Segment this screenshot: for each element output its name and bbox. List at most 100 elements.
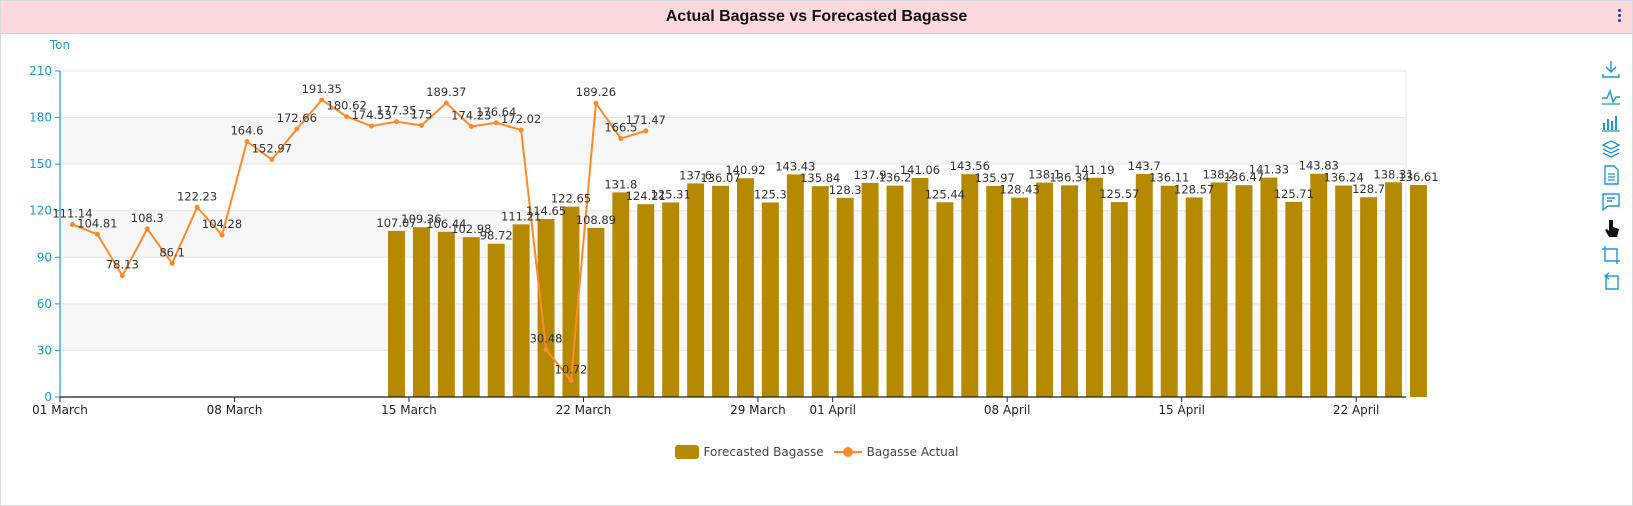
actual-point-label: 30.48 <box>530 332 563 346</box>
legend-label-forecast: Forecasted Bagasse <box>703 445 824 459</box>
actual-line <box>69 97 649 383</box>
actual-point <box>394 119 399 125</box>
forecast-bar <box>1409 184 1427 397</box>
line-chart-icon[interactable] <box>1600 85 1622 107</box>
forecast-bar-label: 125.44 <box>925 187 965 201</box>
forecast-bar-label: 131.8 <box>604 177 637 191</box>
forecast-bar-label: 143.43 <box>775 159 815 173</box>
y-tick-label: 210 <box>29 64 52 78</box>
x-tick-label: 01 March <box>32 403 88 417</box>
forecast-bar-label: 128.7 <box>1352 182 1385 196</box>
forecast-bar <box>662 202 680 397</box>
grid-band <box>60 210 1406 258</box>
actual-point-label: 189.37 <box>426 85 466 99</box>
actual-point <box>94 231 100 237</box>
actual-point-label: 86.1 <box>159 245 185 259</box>
forecast-bar-label: 125.71 <box>1274 187 1314 201</box>
forecast-bar <box>1385 182 1403 397</box>
x-tick-label: 15 March <box>381 403 437 417</box>
forecast-bar-label: 124.21 <box>626 189 666 203</box>
actual-point-label: 10.72 <box>555 362 588 376</box>
title-bar: Actual Bagasse vs Forecasted Bagasse <box>1 1 1632 34</box>
actual-point-label: 171.47 <box>626 113 666 127</box>
y-tick-label: 120 <box>29 204 52 218</box>
forecast-bar-label: 137.6 <box>679 168 712 182</box>
stack-icon[interactable] <box>1600 138 1622 160</box>
actual-point-label: 191.35 <box>302 82 342 96</box>
x-tick-label: 08 March <box>207 403 263 417</box>
download-icon[interactable] <box>1600 58 1622 80</box>
forecast-bar-label: 106.44 <box>426 217 466 231</box>
more-options-icon[interactable] <box>1614 7 1624 27</box>
actual-point-label: 104.28 <box>202 217 242 231</box>
forecast-bar-label: 125.57 <box>1099 187 1139 201</box>
actual-point <box>294 126 300 132</box>
forecast-bar-label: 128.43 <box>1000 183 1040 197</box>
forecast-bar <box>736 178 754 397</box>
x-tick-label: 22 April <box>1333 403 1380 417</box>
chart-toolbox <box>1600 58 1624 297</box>
forecast-bar-label: 122.65 <box>551 192 591 206</box>
actual-point-label: 166.5 <box>604 121 637 135</box>
legend-label-actual: Bagasse Actual <box>866 445 959 459</box>
forecast-bar-label: 114.65 <box>526 204 566 218</box>
forecast-bar <box>786 174 804 397</box>
legend-bar-swatch <box>674 445 699 459</box>
y-axis-title: Ton <box>49 38 70 52</box>
forecast-bar <box>911 178 929 397</box>
forecast-bar <box>587 227 605 397</box>
pointer-icon[interactable] <box>1600 217 1622 239</box>
forecast-bar <box>836 197 854 397</box>
forecast-bar <box>861 182 879 397</box>
forecast-bar-label: 136.34 <box>1049 170 1089 184</box>
actual-point <box>543 347 549 353</box>
actual-point <box>144 226 150 232</box>
x-tick-label: 01 April <box>809 403 856 417</box>
actual-point <box>568 377 574 383</box>
forecast-bar-label: 137.9 <box>854 168 887 182</box>
brush-icon[interactable] <box>1600 191 1622 213</box>
actual-point <box>593 100 599 106</box>
actual-point <box>344 114 350 120</box>
forecast-bar-label: 125.3 <box>754 187 787 201</box>
actual-point <box>493 120 499 126</box>
forecast-bar <box>1160 185 1178 397</box>
forecast-bar <box>487 243 505 397</box>
actual-point-label: 108.3 <box>131 211 164 225</box>
chart-title: Actual Bagasse vs Forecasted Bagasse <box>665 8 968 25</box>
x-tick-label: 15 April <box>1158 403 1205 417</box>
legend-item-actual[interactable]: Bagasse Actual <box>833 445 959 459</box>
forecast-bar <box>712 185 730 397</box>
actual-point-label: 174.53 <box>351 108 391 122</box>
x-tick-label: 29 March <box>730 403 786 417</box>
forecast-bar-label: 141.06 <box>900 163 940 177</box>
legend: Forecasted Bagasse Bagasse Actual <box>0 440 1633 464</box>
forecast-bar-label: 107.07 <box>376 216 416 230</box>
forecast-bar <box>562 206 580 397</box>
data-view-icon[interactable] <box>1600 164 1622 186</box>
grid <box>60 70 1407 398</box>
forecast-bar <box>1085 177 1103 397</box>
forecast-bar <box>1135 173 1153 397</box>
forecast-bar <box>1260 177 1278 397</box>
axes: 0 30 60 90 120 150 180 210 Ton 01 March 08 March 15… <box>29 38 1406 417</box>
legend-line-swatch <box>833 445 862 459</box>
actual-point <box>244 138 250 144</box>
bar-chart-icon[interactable] <box>1600 111 1622 133</box>
forecast-bar-label: 111.21 <box>501 209 541 223</box>
actual-point <box>418 122 424 128</box>
forecast-bar-label: 108.89 <box>576 213 616 227</box>
legend-item-forecast[interactable]: Forecasted Bagasse <box>674 445 824 459</box>
forecast-bar <box>537 219 555 397</box>
zoom-icon[interactable] <box>1600 244 1622 266</box>
restore-icon[interactable] <box>1600 270 1622 292</box>
forecast-bar <box>1235 185 1253 397</box>
forecast-bar-label: 138.2 <box>1203 167 1236 181</box>
forecast-bar-label: 128.57 <box>1174 182 1214 196</box>
actual-point-label: 78.13 <box>106 258 139 272</box>
forecast-bar-label: 141.19 <box>1074 163 1114 177</box>
forecast-bar-label: 143.56 <box>950 159 990 173</box>
actual-point-label: 172.66 <box>277 111 317 125</box>
grid-band <box>60 303 1406 351</box>
